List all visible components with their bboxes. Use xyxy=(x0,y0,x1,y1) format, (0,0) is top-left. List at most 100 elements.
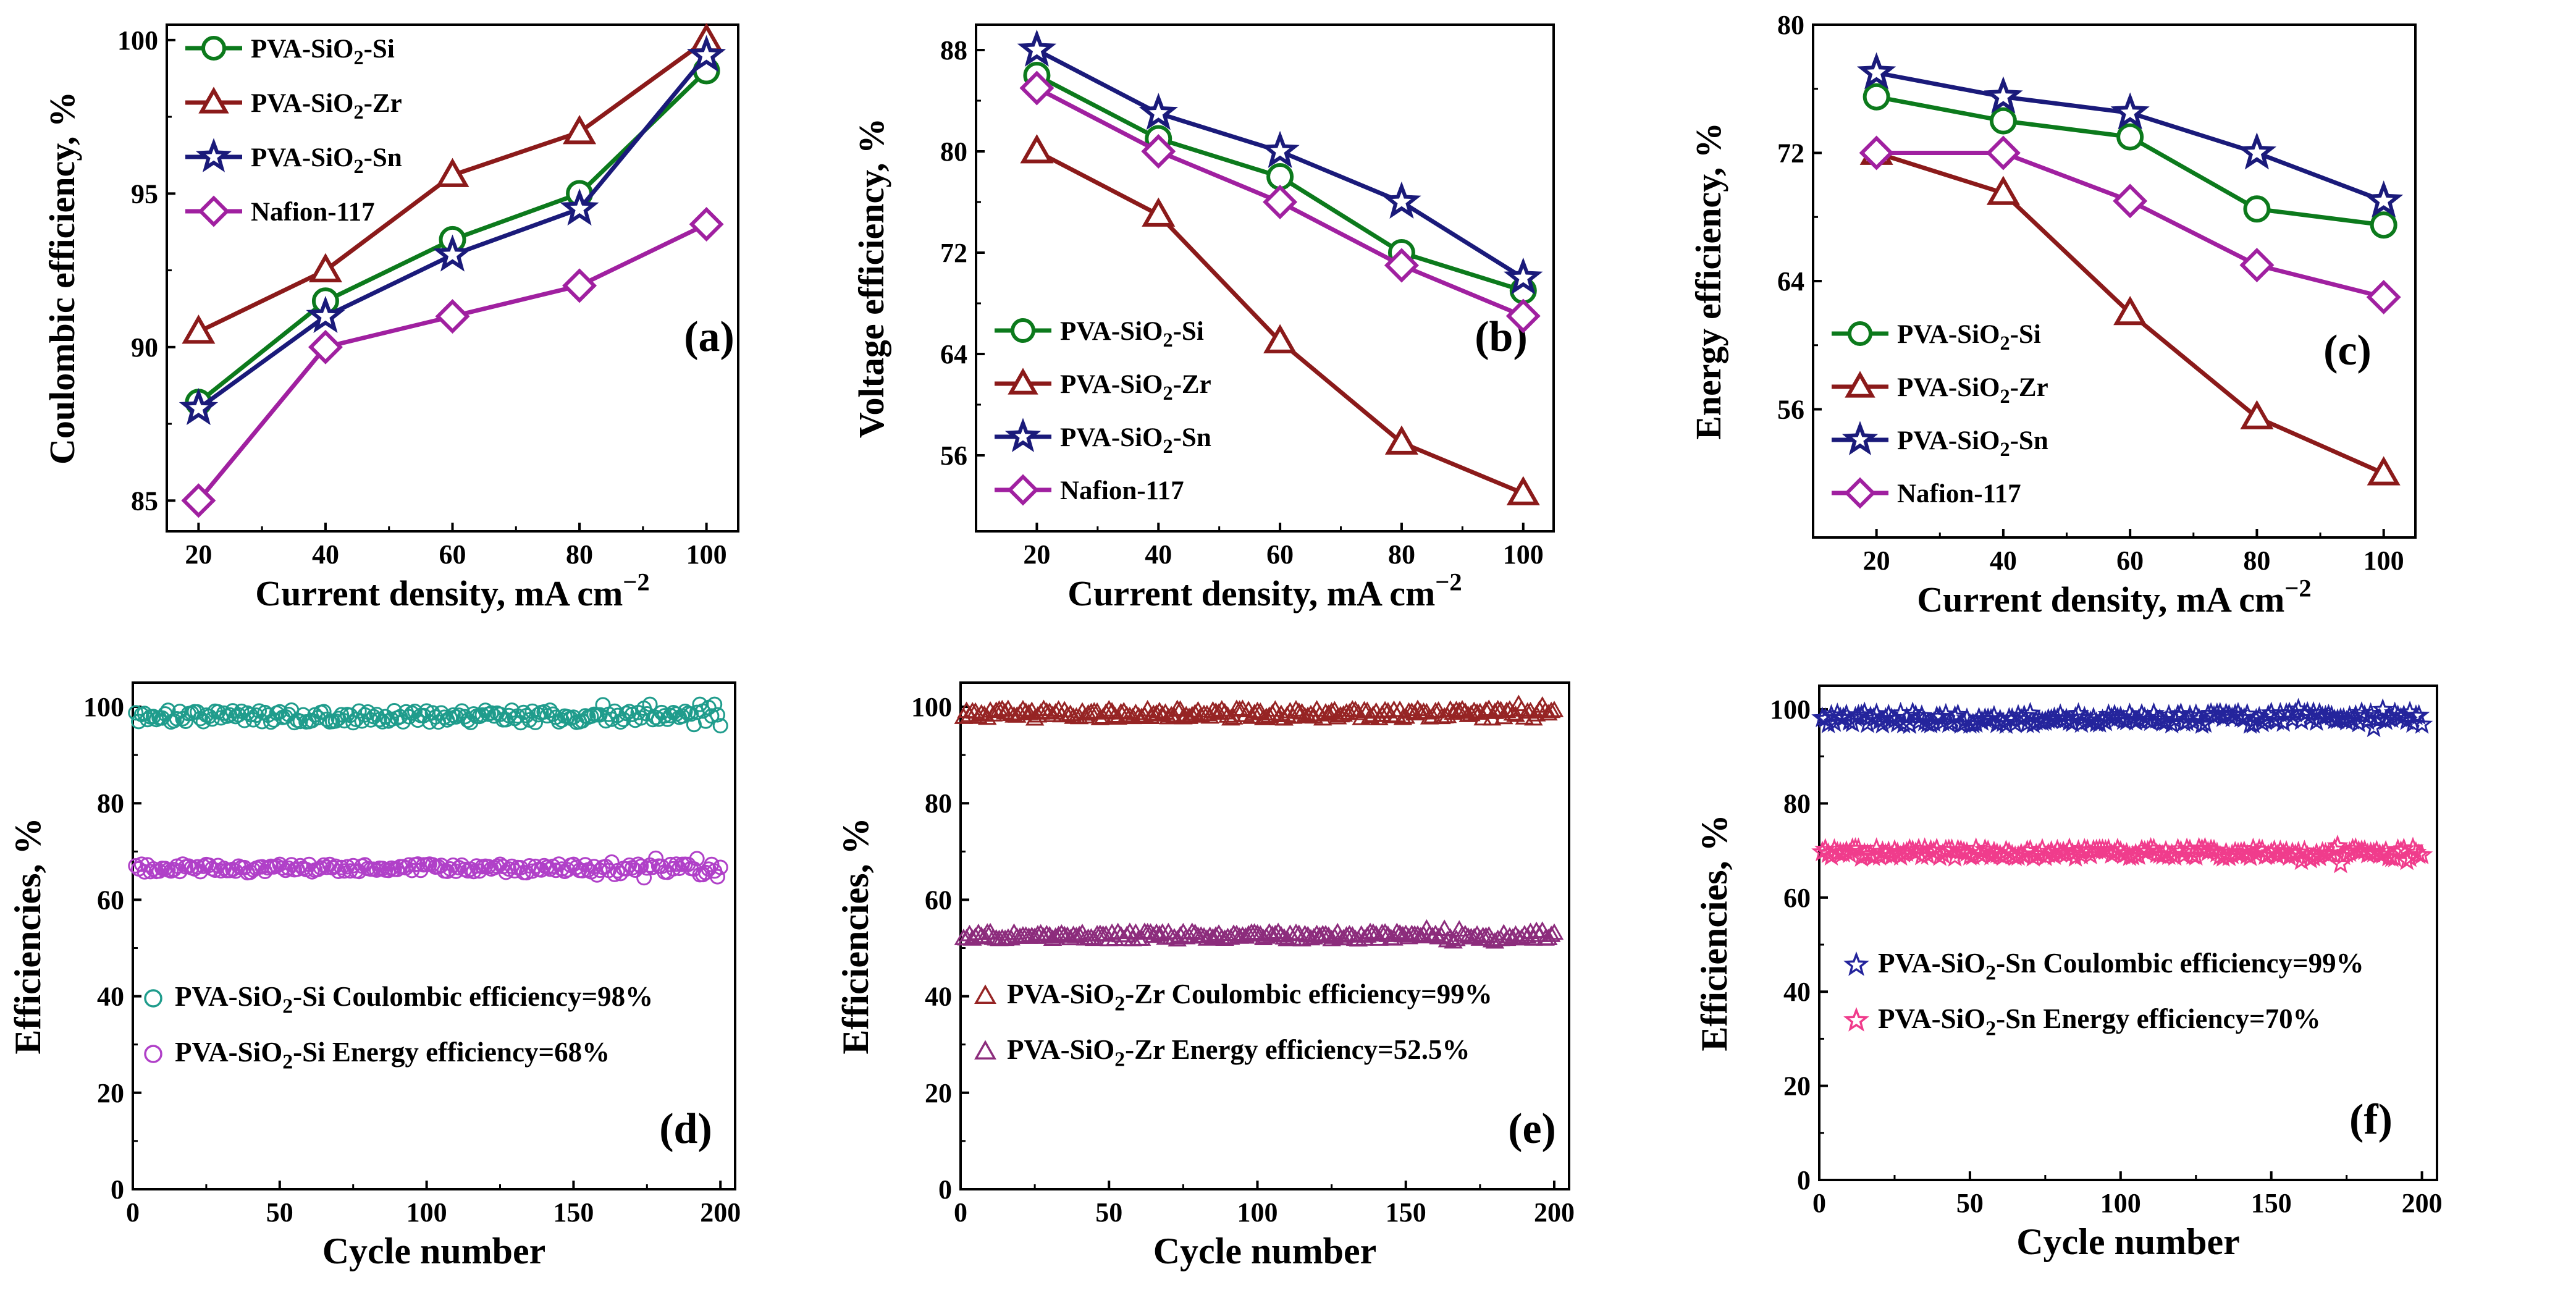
panel-b: 20 40 60 80 100 56 64 72 80 88 Current density, mA… xyxy=(851,23,1555,613)
data-point xyxy=(2266,709,2289,730)
y-tick-label: 95 xyxy=(131,179,158,209)
data-point xyxy=(1139,93,1178,130)
data-point xyxy=(2240,400,2274,429)
data-point xyxy=(275,860,291,876)
x-tick-label: 100 xyxy=(686,539,727,570)
data-point xyxy=(145,709,161,725)
data-point xyxy=(1989,107,2017,135)
y-tick-label: 0 xyxy=(111,1174,124,1205)
data-point xyxy=(2410,843,2433,865)
data-point xyxy=(1164,928,1184,945)
legend-label: PVA-SiO2-Si xyxy=(1897,320,2041,354)
series-Nafion-117 xyxy=(1859,135,2401,314)
legend-label-sub: 2 xyxy=(2000,438,2010,460)
legend-label-suffix: -Si Coulombic efficiency=98% xyxy=(293,981,653,1012)
data-point xyxy=(2354,704,2376,725)
x-axis-label: Cycle number xyxy=(1153,1231,1377,1271)
legend-label-main: PVA-SiO xyxy=(1060,317,1163,346)
y-tick-label: 56 xyxy=(940,440,967,471)
legend-marker xyxy=(195,138,232,172)
series-PVA-SiO2-Zr xyxy=(182,22,723,344)
y-tick-label: 90 xyxy=(131,332,158,363)
legend-label-suffix: -Zr xyxy=(1173,370,1211,399)
data-point xyxy=(1500,927,1520,944)
legend-label-suffix: -Si xyxy=(2010,320,2041,349)
data-point xyxy=(1485,932,1505,949)
data-point xyxy=(1859,135,1894,171)
legend-label-main: PVA-SiO xyxy=(1007,979,1114,1009)
data-point xyxy=(445,707,461,723)
plot-frame xyxy=(975,23,1555,533)
legend-label-sub: 2 xyxy=(2000,385,2010,407)
legend-label-sub: 2 xyxy=(1985,961,1996,984)
data-point xyxy=(179,387,219,426)
data-point xyxy=(1260,130,1300,168)
data-point xyxy=(436,709,452,725)
data-point xyxy=(683,706,699,722)
data-point xyxy=(1328,707,1347,725)
data-point xyxy=(1434,919,1454,937)
series-PVA-SiO2-Zr Coulombic efficiency=99% xyxy=(954,694,1564,726)
data-point xyxy=(1985,135,2021,171)
data-point xyxy=(1322,702,1341,718)
legend-marker xyxy=(201,36,226,61)
data-point xyxy=(1539,929,1558,945)
x-axis-label-main: Current density, mA cm xyxy=(255,573,623,613)
data-point xyxy=(182,314,216,344)
legend-label: PVA-SiO2-Zr xyxy=(1060,370,1211,404)
x-tick-label: 200 xyxy=(700,1197,741,1228)
data-point xyxy=(137,864,153,880)
legend-label-sub: 2 xyxy=(353,155,363,177)
y-axis-label: Coulombic efficiency, % xyxy=(42,91,82,465)
data-point xyxy=(542,861,558,877)
data-point xyxy=(1215,702,1234,720)
data-point xyxy=(1263,324,1297,353)
legend-label: Nafion-117 xyxy=(1060,476,1184,505)
series-Nafion-117 xyxy=(1019,70,1541,334)
legend-label-suffix: -Si xyxy=(364,35,395,64)
legend-label-suffix: -Zr Coulombic efficiency=99% xyxy=(1125,979,1492,1009)
x-tick-label: 40 xyxy=(1145,539,1172,570)
legend-label: PVA-SiO2-Sn Energy efficiency=70% xyxy=(1878,1003,2321,1040)
y-tick-label: 64 xyxy=(1777,266,1804,297)
data-point xyxy=(1182,706,1202,723)
legend-marker xyxy=(1842,421,1879,455)
data-point xyxy=(234,703,250,719)
legend-label-main: PVA-SiO xyxy=(251,89,353,118)
data-point xyxy=(1274,928,1294,945)
data-point xyxy=(1075,707,1095,724)
legend-label: PVA-SiO2-Sn xyxy=(1060,423,1211,457)
legend-marker xyxy=(1011,318,1035,343)
panel-label: (e) xyxy=(1508,1105,1556,1153)
data-point xyxy=(662,856,678,872)
legend-label-main: PVA-SiO xyxy=(175,1037,282,1068)
data-point xyxy=(712,718,728,734)
data-point xyxy=(562,268,597,303)
legend-label: PVA-SiO2-Zr xyxy=(1897,373,2048,407)
data-point xyxy=(1984,76,2023,114)
series-PVA-SiO2-Sn Coulombic efficiency=99% xyxy=(1811,697,2433,738)
legend-label-suffix: -Sn Coulombic efficiency=99% xyxy=(1996,948,2364,979)
y-tick-label: 80 xyxy=(1783,788,1811,819)
x-tick-label: 150 xyxy=(1386,1197,1426,1228)
panel-a: 20 40 60 80 100 85 90 95 100 Current density, mA … xyxy=(42,22,739,613)
x-axis-label-main: Cycle number xyxy=(322,1231,546,1271)
legend-label-main: PVA-SiO xyxy=(1878,1003,1985,1034)
legend-marker xyxy=(1007,474,1039,506)
x-axis-label-sup: −2 xyxy=(623,568,649,596)
panel-label: (c) xyxy=(2323,327,2372,374)
legend-marker xyxy=(144,989,162,1008)
legend-label-suffix: -Sn xyxy=(364,143,402,172)
legend-label: PVA-SiO2-Zr Energy efficiency=52.5% xyxy=(1007,1034,1470,1071)
data-point xyxy=(689,851,705,867)
x-tick-label: 200 xyxy=(1534,1197,1575,1228)
data-point xyxy=(2194,836,2216,858)
x-axis-label-main: Current density, mA cm xyxy=(1917,579,2284,620)
data-point xyxy=(1019,704,1038,720)
x-tick-label: 60 xyxy=(1266,539,1294,570)
data-point xyxy=(369,862,385,878)
y-axis-label: Efficiencies, % xyxy=(7,817,48,1054)
legend-label-suffix: -Zr Energy efficiency=52.5% xyxy=(1125,1034,1470,1065)
